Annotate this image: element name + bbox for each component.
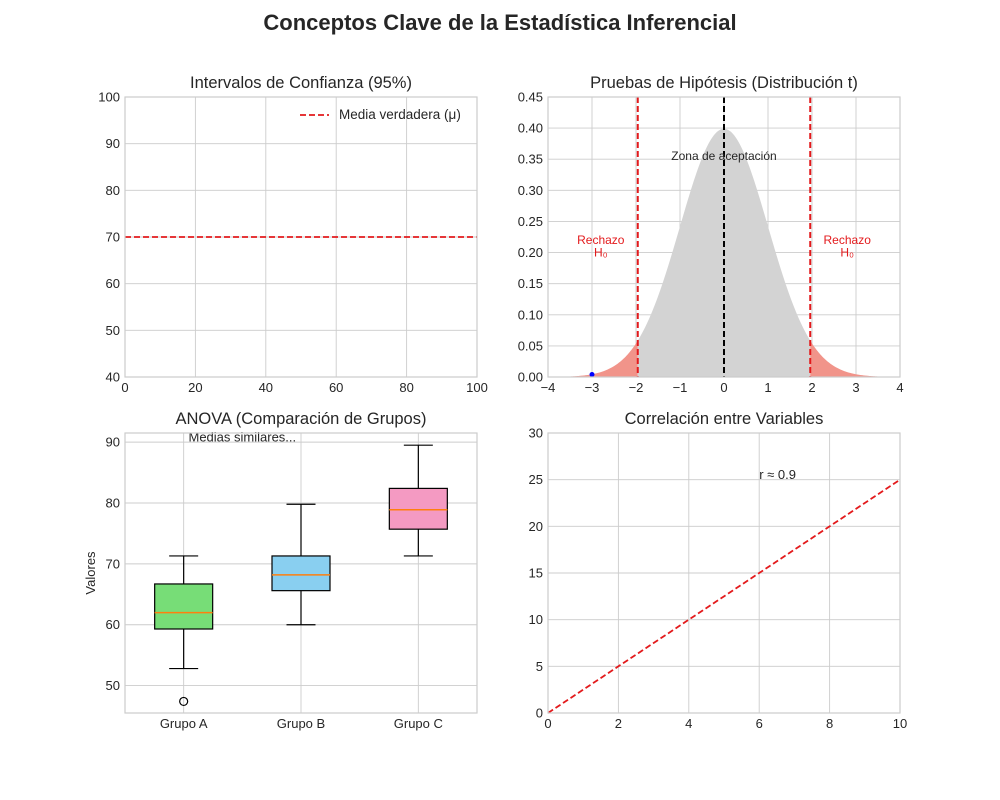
hypothesis-ytick-label: 0.10 — [518, 307, 543, 322]
correlation-ytick-label: 10 — [529, 612, 543, 627]
box-3 — [388, 444, 448, 557]
correlation-xtick-label: 8 — [826, 716, 833, 731]
confidence-ytick-label: 90 — [106, 136, 120, 151]
confidence-ytick-label: 80 — [106, 183, 120, 198]
legend-label: Media verdadera (μ) — [339, 107, 461, 122]
confidence-xtick-label: 60 — [329, 380, 343, 395]
rejection-region-right — [810, 340, 900, 377]
hypothesis-annotation: Rechazo — [577, 233, 625, 247]
hypothesis-ytick-label: 0.40 — [518, 121, 543, 136]
anova-ytick-label: 50 — [106, 678, 120, 693]
correlation-trend-line — [547, 478, 901, 714]
hypothesis-xtick-label: 3 — [852, 380, 859, 395]
confidence-ytick-label: 70 — [106, 230, 120, 245]
anova-annotation: Medias similares... — [189, 429, 297, 444]
anova-ytick-label: 90 — [106, 435, 120, 450]
hypothesis-ytick-label: 0.00 — [518, 370, 543, 385]
hypothesis-annotation: H₀ — [840, 246, 854, 260]
correlation-ytick-label: 30 — [529, 426, 543, 441]
confidence-xtick-label: 20 — [188, 380, 202, 395]
correlation-xtick-label: 10 — [893, 716, 907, 731]
correlation-annotation: r ≈ 0.9 — [759, 467, 796, 482]
hypothesis-ticks: −4 −3 −2 −1 0 1 2 3 4 0.00 0.05 0.10 0.15 0.20 0.25 0.3… — [518, 90, 904, 396]
confidence-ytick-label: 50 — [106, 323, 120, 338]
hypothesis-axes: Pruebas de Hipótesis (Distribución t)−4−… — [518, 74, 904, 395]
confidence-xtick-label: 40 — [259, 380, 273, 395]
anova-xtick-label: Grupo B — [277, 716, 325, 731]
hypothesis-xtick-label: 2 — [808, 380, 815, 395]
hypothesis-frame — [547, 96, 901, 378]
anova-xtick-label: Grupo A — [160, 716, 208, 731]
correlation-axes: Correlación entre Variables 0 2 4 6 8 10 0 5 10 15… — [529, 410, 908, 731]
confidence-xtick-label: 0 — [121, 380, 128, 395]
correlation-grid — [547, 432, 901, 714]
confidence-frame — [124, 96, 478, 378]
correlation-ytick-label: 0 — [536, 706, 543, 721]
box-outlier — [179, 696, 189, 707]
test-statistic-point — [589, 372, 595, 378]
rejection-region-left — [548, 340, 638, 377]
anova-ytick-label: 80 — [106, 496, 120, 511]
anova-ytick-label: 70 — [106, 556, 120, 571]
correlation-title: Correlación entre Variables — [625, 410, 824, 428]
anova-ylabel: Valores — [83, 551, 98, 595]
hypothesis-ytick-label: 0.15 — [518, 276, 543, 291]
anova-ticks: Grupo A Grupo B Grupo C 50 60 70 80 90 — [106, 435, 443, 731]
hypothesis-xtick-label: −3 — [585, 380, 600, 395]
hypothesis-ytick-label: 0.05 — [518, 338, 543, 353]
hypothesis-ytick-label: 0.35 — [518, 152, 543, 167]
confidence-ytick-label: 100 — [98, 90, 120, 105]
hypothesis-xtick-label: −4 — [541, 380, 556, 395]
confidence-ytick-label: 60 — [106, 276, 120, 291]
confidence-ticks: 0 20 40 60 80 100 40 50 60 70 80 90 100 — [98, 90, 488, 396]
correlation-ytick-label: 25 — [529, 472, 543, 487]
confidence-legend: Media verdadera (μ) — [300, 107, 461, 122]
hypothesis-xtick-label: 0 — [720, 380, 727, 395]
box-iqr — [154, 583, 214, 630]
hypothesis-ytick-label: 0.20 — [518, 245, 543, 260]
anova-title: ANOVA (Comparación de Grupos) — [176, 410, 427, 428]
correlation-xtick-label: 2 — [615, 716, 622, 731]
correlation-xtick-label: 0 — [544, 716, 551, 731]
correlation-frame — [547, 432, 901, 714]
hypothesis-xtick-label: −1 — [673, 380, 688, 395]
correlation-ticks: 0 2 4 6 8 10 0 5 10 15 20 25 30 — [529, 426, 908, 732]
hypothesis-xtick-label: −2 — [629, 380, 644, 395]
hypothesis-title: Pruebas de Hipótesis (Distribución t) — [590, 74, 858, 92]
hypothesis-ytick-label: 0.30 — [518, 183, 543, 198]
correlation-xtick-label: 6 — [756, 716, 763, 731]
hypothesis-annotation: H₀ — [594, 246, 608, 260]
confidence-xtick-label: 100 — [466, 380, 488, 395]
confidence-axes: Intervalos de Confianza (95%) 0 20 40 60 80 10… — [98, 74, 488, 395]
anova-ytick-label: 60 — [106, 617, 120, 632]
confidence-title: Intervalos de Confianza (95%) — [190, 74, 412, 92]
box-iqr — [271, 555, 331, 592]
hypothesis-xtick-label: 4 — [896, 380, 903, 395]
figure-title: Conceptos Clave de la Estadística Infere… — [263, 10, 737, 35]
hypothesis-annotation: Rechazo — [824, 233, 872, 247]
anova-xtick-label: Grupo C — [394, 716, 443, 731]
hypothesis-xtick-label: 1 — [764, 380, 771, 395]
hypothesis-annotation: Zona de aceptación — [671, 149, 776, 163]
anova-frame — [124, 432, 478, 714]
confidence-xtick-label: 80 — [399, 380, 413, 395]
correlation-xtick-label: 4 — [685, 716, 692, 731]
box-2 — [271, 503, 331, 626]
confidence-ytick-label: 40 — [106, 370, 120, 385]
correlation-ytick-label: 5 — [536, 659, 543, 674]
box-iqr — [388, 487, 448, 530]
hypothesis-ytick-label: 0.45 — [518, 90, 543, 105]
anova-axes: ANOVA (Comparación de Grupos)Grupo A Grup… — [83, 410, 478, 731]
hypothesis-ytick-label: 0.25 — [518, 214, 543, 229]
box-1 — [154, 555, 214, 707]
correlation-ytick-label: 15 — [529, 566, 543, 581]
correlation-ytick-label: 20 — [529, 519, 543, 534]
